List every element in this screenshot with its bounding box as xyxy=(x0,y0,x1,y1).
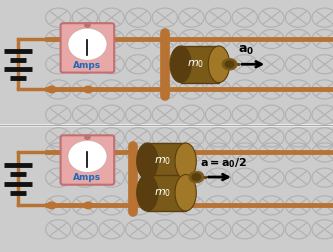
Ellipse shape xyxy=(68,140,107,173)
Text: Amps: Amps xyxy=(73,173,102,182)
Circle shape xyxy=(47,86,56,93)
Text: $m_0$: $m_0$ xyxy=(154,187,171,199)
Circle shape xyxy=(85,135,90,139)
Text: Amps: Amps xyxy=(73,61,102,70)
FancyBboxPatch shape xyxy=(61,23,114,73)
Text: $\mathbf{a = a_0/2}$: $\mathbf{a = a_0/2}$ xyxy=(200,156,247,170)
Circle shape xyxy=(47,202,56,209)
Ellipse shape xyxy=(175,175,196,211)
Ellipse shape xyxy=(208,46,230,83)
Bar xyxy=(147,143,185,180)
Text: $m_0$: $m_0$ xyxy=(187,58,204,70)
Circle shape xyxy=(189,172,204,183)
Circle shape xyxy=(225,61,234,68)
Ellipse shape xyxy=(137,143,158,179)
Ellipse shape xyxy=(137,175,158,211)
Bar xyxy=(180,46,219,83)
Circle shape xyxy=(222,59,237,70)
Text: $m_0$: $m_0$ xyxy=(154,155,171,167)
Circle shape xyxy=(192,174,200,180)
Circle shape xyxy=(84,202,93,209)
Ellipse shape xyxy=(68,28,107,60)
Circle shape xyxy=(84,86,93,93)
Circle shape xyxy=(85,23,90,27)
Ellipse shape xyxy=(170,46,191,83)
Ellipse shape xyxy=(175,143,196,179)
Text: $\mathbf{a_0}$: $\mathbf{a_0}$ xyxy=(238,44,254,57)
FancyBboxPatch shape xyxy=(61,135,114,185)
Bar xyxy=(147,174,185,211)
